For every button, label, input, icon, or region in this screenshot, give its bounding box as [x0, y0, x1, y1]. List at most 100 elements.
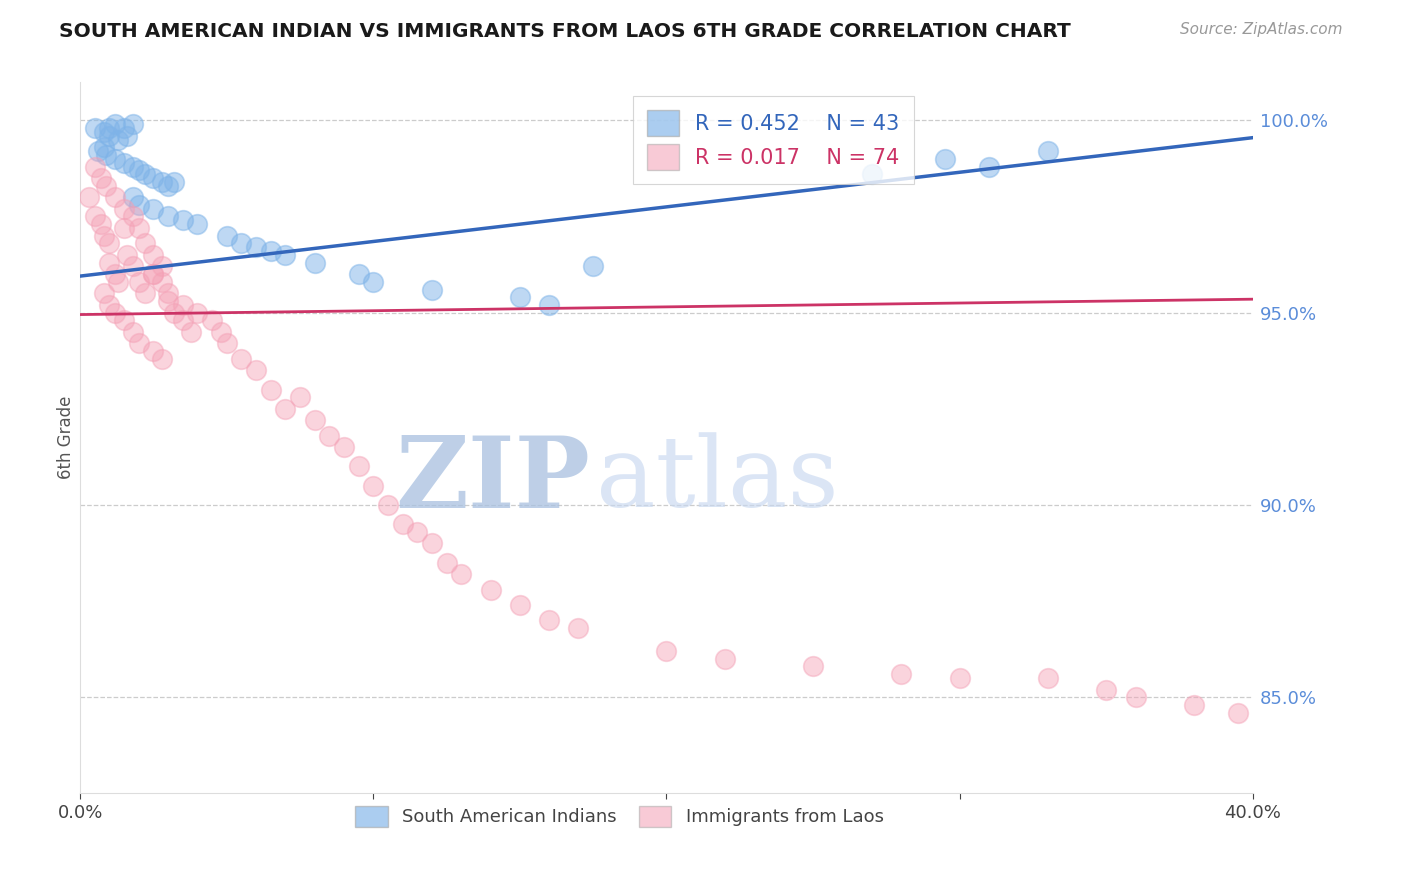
- Legend: South American Indians, Immigrants from Laos: South American Indians, Immigrants from …: [349, 799, 891, 834]
- Point: [1182, 698, 1205, 712]
- Point: [104, 305, 127, 319]
- Point: [420, 283, 443, 297]
- Point: [538, 298, 561, 312]
- Point: [436, 556, 458, 570]
- Point: [259, 383, 281, 397]
- Point: [1036, 144, 1059, 158]
- Text: ZIP: ZIP: [395, 432, 591, 529]
- Point: [77, 190, 100, 204]
- Point: [112, 221, 135, 235]
- Point: [121, 325, 143, 339]
- Point: [121, 160, 143, 174]
- Point: [801, 659, 824, 673]
- Point: [509, 290, 531, 304]
- Point: [128, 221, 150, 235]
- Point: [98, 121, 121, 136]
- Point: [288, 390, 311, 404]
- Point: [128, 336, 150, 351]
- Point: [274, 401, 297, 416]
- Point: [90, 217, 112, 231]
- Point: [98, 236, 121, 251]
- Point: [83, 160, 105, 174]
- Point: [977, 160, 1000, 174]
- Point: [172, 313, 194, 327]
- Point: [83, 121, 105, 136]
- Point: [96, 148, 118, 162]
- Point: [128, 163, 150, 178]
- Point: [121, 117, 143, 131]
- Point: [134, 167, 156, 181]
- Point: [128, 275, 150, 289]
- Point: [150, 351, 173, 366]
- Point: [142, 267, 165, 281]
- Point: [231, 236, 253, 251]
- Point: [186, 305, 208, 319]
- Point: [333, 440, 356, 454]
- Point: [93, 286, 115, 301]
- Point: [150, 260, 173, 274]
- Point: [107, 275, 129, 289]
- Point: [567, 621, 589, 635]
- Point: [142, 267, 165, 281]
- Point: [274, 248, 297, 262]
- Point: [163, 305, 186, 319]
- Point: [150, 275, 173, 289]
- Point: [479, 582, 502, 597]
- Text: Source: ZipAtlas.com: Source: ZipAtlas.com: [1180, 22, 1343, 37]
- Point: [949, 671, 972, 685]
- Point: [259, 244, 281, 259]
- Point: [98, 298, 121, 312]
- Point: [104, 117, 127, 131]
- Point: [104, 267, 127, 281]
- Point: [163, 175, 186, 189]
- Point: [215, 336, 238, 351]
- Point: [1227, 706, 1250, 720]
- Point: [201, 313, 224, 327]
- Point: [172, 298, 194, 312]
- Point: [112, 121, 135, 136]
- Point: [215, 228, 238, 243]
- Point: [860, 167, 883, 181]
- Point: [377, 498, 399, 512]
- Point: [83, 210, 105, 224]
- Point: [115, 128, 138, 143]
- Point: [538, 613, 561, 627]
- Point: [112, 313, 135, 327]
- Point: [172, 213, 194, 227]
- Point: [90, 171, 112, 186]
- Point: [180, 325, 202, 339]
- Point: [142, 171, 165, 186]
- Point: [1095, 682, 1118, 697]
- Text: atlas: atlas: [596, 433, 839, 528]
- Point: [128, 198, 150, 212]
- Point: [406, 524, 429, 539]
- Point: [231, 351, 253, 366]
- Point: [391, 517, 413, 532]
- Point: [98, 255, 121, 269]
- Point: [714, 652, 737, 666]
- Point: [150, 175, 173, 189]
- Point: [186, 217, 208, 231]
- Point: [115, 248, 138, 262]
- Point: [304, 413, 326, 427]
- Point: [98, 128, 121, 143]
- Point: [142, 248, 165, 262]
- Point: [1125, 690, 1147, 705]
- Point: [450, 567, 472, 582]
- Point: [655, 644, 678, 658]
- Point: [934, 152, 956, 166]
- Text: SOUTH AMERICAN INDIAN VS IMMIGRANTS FROM LAOS 6TH GRADE CORRELATION CHART: SOUTH AMERICAN INDIAN VS IMMIGRANTS FROM…: [59, 22, 1071, 41]
- Point: [890, 667, 912, 681]
- Point: [209, 325, 232, 339]
- Point: [347, 459, 370, 474]
- Point: [361, 275, 384, 289]
- Point: [318, 428, 340, 442]
- Point: [86, 144, 108, 158]
- Point: [245, 363, 267, 377]
- Point: [361, 479, 384, 493]
- Point: [1036, 671, 1059, 685]
- Point: [112, 202, 135, 216]
- Point: [93, 140, 115, 154]
- Point: [420, 536, 443, 550]
- Point: [157, 210, 180, 224]
